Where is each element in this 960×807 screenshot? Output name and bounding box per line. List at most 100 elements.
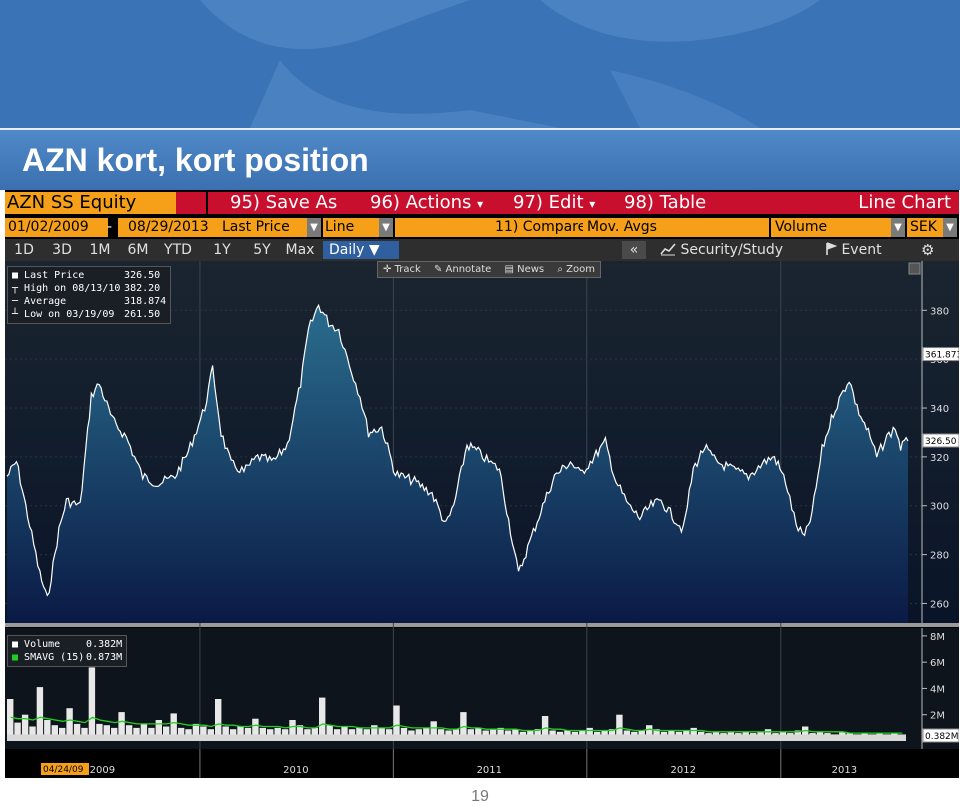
panel-divider [5, 623, 959, 627]
smavg-series-line [10, 716, 903, 734]
volume-callout-box [922, 728, 959, 743]
volume-bar [96, 723, 103, 741]
zoom-tool[interactable]: ⌕ Zoom [552, 264, 600, 275]
chart-type-label: Line Chart [724, 192, 959, 214]
field-select[interactable]: Last Price [220, 218, 310, 237]
volume-bar [7, 699, 14, 741]
volume-bar [51, 725, 58, 741]
compare-button[interactable]: 11) Compare [491, 218, 585, 237]
volume-bar [163, 726, 170, 741]
volume-bar [21, 714, 29, 741]
edit-menu[interactable]: 97) Edit ▾ [490, 192, 623, 214]
track-tool[interactable]: ✛ Track [378, 264, 426, 275]
actions-label: 96) Actions [370, 192, 472, 213]
news-tool[interactable]: ▤ News [499, 264, 549, 275]
range-button-1d[interactable]: 1D [14, 242, 34, 258]
legend-marker-icon: ■ [12, 639, 25, 650]
pencil-icon: ✎ [433, 264, 443, 275]
gear-icon[interactable]: ⚙ [921, 241, 935, 259]
save-as-button[interactable]: 95) Save As [208, 192, 375, 214]
legend-marker-icon: ■ [12, 270, 25, 281]
volume-bar [103, 725, 110, 741]
volume-bar [802, 726, 809, 741]
volume-bar [88, 667, 96, 741]
dropdown-arrow-icon: ▾ [477, 197, 484, 211]
chart-study-icon [660, 243, 676, 256]
range-button-6m[interactable]: 6M [127, 242, 149, 258]
legend-marker-icon: ■ [12, 652, 25, 663]
lower-study-dropdown-arrow-icon[interactable]: ▼ [891, 218, 905, 237]
price-callout-box [922, 347, 959, 362]
security-study-button[interactable]: Security/Study [660, 241, 810, 259]
volume-bar [29, 726, 36, 741]
actions-menu[interactable]: 96) Actions ▾ [355, 192, 503, 214]
blank-field [395, 218, 491, 237]
red-spacer [176, 192, 206, 214]
currency-select[interactable]: SEK [907, 218, 946, 237]
slide-title: AZN kort, kort position [22, 142, 369, 178]
mov-avgs-button[interactable]: Mov. Avgs [583, 218, 662, 237]
event-button[interactable]: Event [825, 241, 905, 259]
currency-dropdown-arrow-icon[interactable]: ▼ [943, 218, 957, 237]
style-dropdown-arrow-icon[interactable]: ▼ [379, 218, 393, 237]
volume-bar [393, 705, 400, 741]
volume-bar [289, 720, 296, 741]
volume-bar [371, 725, 378, 741]
start-date-field[interactable]: 01/02/2009 [5, 218, 108, 237]
table-button[interactable]: 98) Table [602, 192, 744, 214]
legend-value: 382.20 [124, 283, 161, 294]
security-study-label: Security/Study [680, 242, 784, 258]
volume-bar [341, 726, 348, 741]
legend-value: 318.874 [124, 296, 167, 307]
period-select[interactable]: Daily ▼ [323, 241, 399, 259]
chart-area: 380360340320300280260361.873326.508M6M4M… [5, 261, 959, 778]
volume-bar [326, 725, 333, 741]
annotate-tool[interactable]: ✎ Annotate [429, 264, 496, 275]
lower-study-select[interactable]: Volume [771, 218, 893, 237]
price-legend: ■ Last Price 326.50 ┬ High on 08/13/10 382.… [7, 266, 172, 324]
range-button-3d[interactable]: 3D [52, 242, 72, 258]
legend-marker-icon: ─ [12, 296, 25, 307]
volume-bar [155, 720, 162, 741]
end-date-field[interactable]: 08/29/2013 [118, 218, 228, 237]
style-select[interactable]: Line [323, 218, 381, 237]
price-tick-label: 300 [930, 502, 949, 513]
volume-bar [430, 721, 437, 741]
volume-bar [296, 725, 304, 741]
range-button-1y[interactable]: 1Y [213, 242, 231, 258]
legend-label: High on 08/13/10 [24, 283, 121, 294]
start-date-marker-box [41, 763, 89, 775]
price-callout-label: 326.50 [925, 437, 957, 447]
range-button-1m[interactable]: 1M [89, 242, 111, 258]
start-date-marker-label: 04/24/09 [43, 765, 84, 775]
price-legend-row: ┬ High on 08/13/10 382.20 [12, 282, 166, 295]
volume-bar [319, 697, 326, 741]
price-area [7, 305, 908, 623]
legend-marker-icon: ┬ [12, 283, 25, 294]
price-callout-label: 361.873 [925, 351, 959, 361]
range-button-5y[interactable]: 5Y [253, 242, 271, 258]
price-series-line [6, 303, 909, 597]
collapse-button[interactable]: « [622, 241, 646, 259]
range-button-max[interactable]: Max [285, 242, 315, 258]
volume-bar [66, 708, 73, 741]
time-tick-label: 2012 [671, 765, 696, 776]
volume-bar [215, 699, 222, 741]
price-legend-row: ─ Average 318.874 [12, 295, 166, 308]
price-legend-row: ┴ Low on 03/19/09 261.50 [12, 308, 166, 321]
volume-bar [44, 720, 51, 741]
magnifier-icon: ⌕ [557, 264, 563, 275]
volume-legend-row: ■ Volume 0.382M [12, 638, 122, 651]
volume-bar [222, 726, 229, 741]
range-bar: 1D 3D 1M 6M YTD 1Y 5Y Max Daily ▼ « Security/St… [5, 239, 959, 261]
field-dropdown-arrow-icon[interactable]: ▼ [307, 218, 321, 237]
volume-bar [646, 725, 653, 741]
zoom-label: Zoom [566, 264, 595, 275]
volume-bar [237, 726, 244, 741]
crosshair-icon: ✛ [383, 264, 392, 275]
event-label: Event [841, 242, 882, 258]
security-field[interactable]: AZN SS Equity [5, 192, 177, 214]
range-button-ytd[interactable]: YTD [164, 242, 192, 258]
banner-swoosh-graphic [200, 0, 820, 128]
price-tick-label: 320 [930, 453, 949, 464]
